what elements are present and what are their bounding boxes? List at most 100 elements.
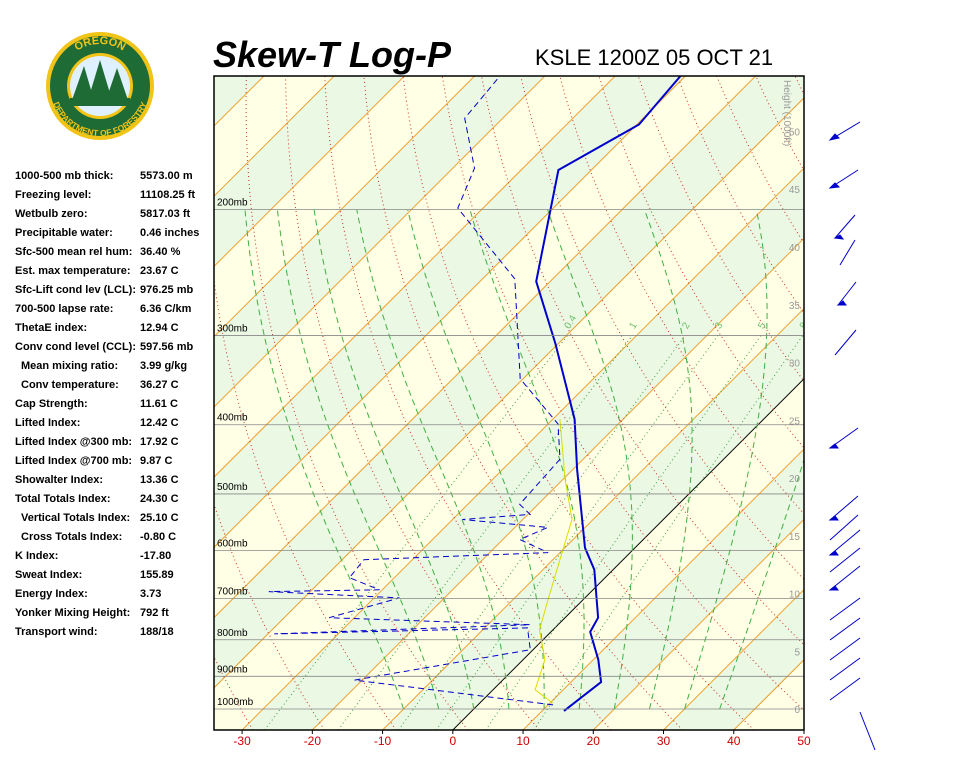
isotherm	[214, 76, 405, 268]
pressure-label: 400mb	[217, 413, 248, 424]
index-value: 23.67 C	[140, 265, 179, 277]
index-label: Sfc-500 mean rel hum:	[15, 246, 133, 258]
mixing-ratio-label: 8	[798, 320, 811, 331]
moist-adiabat	[469, 209, 585, 710]
pressure-label: 900mb	[217, 664, 248, 675]
index-value: 17.92 C	[140, 436, 179, 448]
index-label: Cap Strength:	[15, 398, 88, 410]
index-value: 36.40 %	[140, 246, 181, 258]
moist-adiabat	[276, 209, 440, 710]
height-tick-label: 5	[794, 647, 800, 658]
index-value: 6.36 C/km	[140, 303, 192, 315]
index-label: 1000-500 mb thick:	[15, 170, 114, 182]
isotherm	[874, 76, 960, 730]
index-label: Mean mixing ratio:	[21, 360, 119, 372]
index-value: 5573.00 m	[140, 170, 193, 182]
mixing-ratio-label: 2	[680, 320, 693, 331]
x-tick-label: 0	[449, 734, 456, 748]
x-tick-label: 10	[516, 734, 530, 748]
pressure-label: 300mb	[217, 323, 248, 334]
isotherm	[663, 588, 804, 730]
index-label: Energy Index:	[15, 588, 88, 600]
index-value: 976.25 mb	[140, 284, 194, 296]
dry-adiabat	[873, 76, 960, 730]
index-label: Sfc-Lift cond lev (LCL):	[15, 284, 136, 296]
index-row: Mean mixing ratio: 3.99 g/kg	[21, 360, 187, 372]
height-tick-label: 25	[789, 416, 801, 427]
logo-top: OREGON	[73, 35, 128, 54]
index-row: Lifted Index: 12.42 C	[15, 417, 179, 429]
isotherm	[214, 76, 686, 549]
index-row: Lifted Index @300 mb: 17.92 C	[15, 436, 179, 448]
index-label: 700-500 lapse rate:	[15, 303, 114, 315]
profile-line	[535, 76, 682, 712]
index-row: Vertical Totals Index: 25.10 C	[21, 512, 179, 524]
height-tick-label: 45	[789, 185, 801, 196]
index-value: -17.80	[140, 550, 172, 562]
dry-adiabat	[214, 276, 397, 730]
isotherm	[214, 76, 335, 197]
index-value: 5817.03 ft	[140, 208, 191, 220]
index-value: 3.99 g/kg	[140, 360, 188, 372]
index-label: Lifted Index @300 mb:	[15, 436, 133, 448]
index-label: Est. max temperature:	[15, 265, 131, 277]
plot-area: 0.4 1 2 3 5 8	[214, 76, 960, 730]
height-tick-label: 20	[789, 474, 801, 485]
pressure-label: 500mb	[217, 482, 248, 493]
index-label: Total Totals Index:	[15, 493, 111, 505]
index-row: Lifted Index @700 mb: 9.87 C	[15, 455, 172, 467]
index-label: Transport wind:	[15, 626, 98, 638]
index-value: 25.10 C	[140, 512, 179, 524]
x-tick-label: 30	[657, 734, 671, 748]
station: KSLE 1200Z 05 OCT 21	[535, 45, 773, 70]
index-row: Yonker Mixing Height: 792 ft	[15, 607, 169, 619]
index-label: Vertical Totals Index:	[21, 512, 131, 524]
height-tick-label: 15	[789, 532, 801, 543]
index-label: Lifted Index:	[15, 417, 81, 429]
profile-line	[534, 419, 573, 704]
index-row: Sfc-Lift cond lev (LCL): 976.25 mb	[15, 284, 193, 296]
isotherm	[241, 167, 804, 730]
x-tick-label: 50	[797, 734, 811, 748]
pressure-label: 700mb	[217, 586, 248, 597]
index-row: Total Totals Index: 24.30 C	[15, 493, 179, 505]
profile-line	[268, 76, 561, 706]
isotherm-band	[214, 76, 804, 688]
pressure-label: 1000mb	[217, 697, 254, 708]
height-label: Height (1000ft)	[781, 80, 792, 146]
mixing-ratio-label: 5	[756, 320, 769, 331]
mixing-ratio-label: 1	[627, 320, 640, 331]
x-tick-label: 20	[587, 734, 601, 748]
index-label: Sweat Index:	[15, 569, 83, 581]
x-tick-label: -30	[233, 734, 251, 748]
index-row: K Index: -17.80	[15, 550, 171, 562]
isotherm	[382, 307, 804, 730]
isotherm	[214, 76, 616, 478]
x-tick-label: -10	[374, 734, 392, 748]
index-value: 12.42 C	[140, 417, 179, 429]
index-label: ThetaE index:	[15, 322, 88, 334]
isotherm	[311, 237, 804, 730]
height-tick-label: 10	[789, 590, 801, 601]
height-tick-label: 40	[789, 243, 801, 254]
dry-adiabat	[794, 76, 804, 96]
wind-barbs	[828, 121, 876, 751]
mixing-ratio-label: 3	[713, 320, 726, 331]
dry-adiabat	[214, 655, 254, 730]
index-label: Conv cond level (CCL):	[15, 341, 137, 353]
index-row: Cap Strength: 11.61 C	[15, 398, 178, 410]
index-row: Transport wind: 188/18	[15, 626, 174, 638]
isotherm	[214, 97, 804, 689]
dry-adiabat	[952, 76, 960, 730]
index-row: Cross Totals Index: -0.80 C	[21, 531, 176, 543]
index-label: K Index:	[15, 550, 59, 562]
isotherm	[214, 76, 546, 408]
isotherm-band	[214, 97, 804, 730]
index-value: 3.73	[140, 588, 162, 600]
index-row: Energy Index: 3.73	[15, 588, 161, 600]
dry-adiabat	[559, 76, 804, 515]
index-row: Wetbulb zero: 5817.03 ft	[15, 208, 190, 220]
index-row: Conv cond level (CCL): 597.56 mb	[15, 341, 193, 353]
